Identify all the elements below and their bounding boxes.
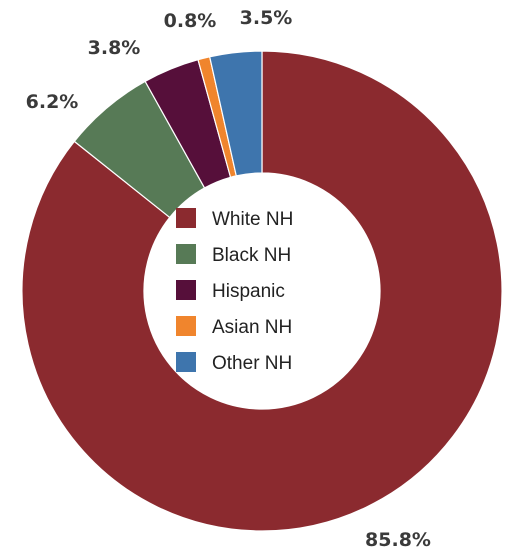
legend-item-other-nh: Other NH (176, 352, 292, 374)
pct-label-white-nh: 85.8% (365, 529, 431, 551)
pct-label-black-nh: 6.2% (26, 91, 79, 113)
slice-other-nh (208, 50, 263, 177)
pct-label-other-nh: 3.5% (240, 7, 293, 29)
legend-swatch (176, 280, 196, 300)
donut-slices (21, 50, 503, 532)
legend-swatch (176, 208, 196, 228)
legend-label: Other NH (212, 353, 292, 374)
legend-swatch (176, 316, 196, 336)
legend-item-white-nh: White NH (176, 208, 293, 230)
pct-label-hispanic: 3.8% (88, 37, 141, 59)
legend-item-asian-nh: Asian NH (176, 316, 292, 338)
legend-label: Hispanic (212, 281, 285, 302)
legend-label: Asian NH (212, 317, 292, 338)
slice-white-nh (21, 50, 503, 532)
percentage-labels: 85.8% 6.2% 3.8% 0.8% 3.5% (26, 7, 431, 551)
legend-swatch (176, 244, 196, 264)
legend-label: Black NH (212, 245, 291, 266)
legend-label: White NH (212, 209, 293, 230)
legend-swatch (176, 352, 196, 372)
legend: White NH Black NH Hispanic Asian NH Other NH (176, 208, 293, 374)
pct-label-asian-nh: 0.8% (164, 10, 217, 32)
legend-item-black-nh: Black NH (176, 244, 291, 266)
legend-item-hispanic: Hispanic (176, 280, 285, 302)
